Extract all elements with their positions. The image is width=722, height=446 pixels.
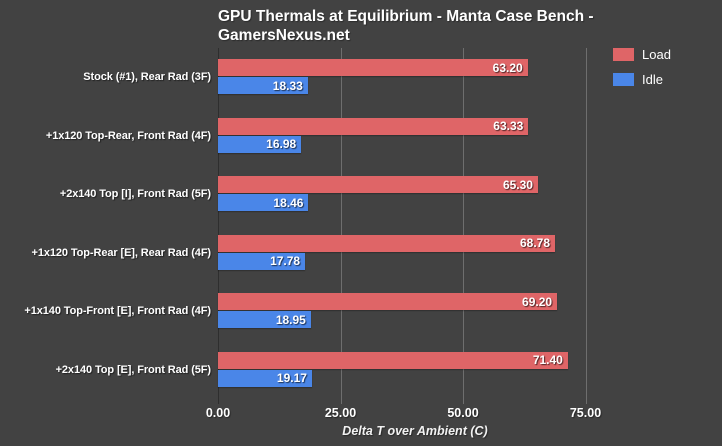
bar-value-label: 68.78: [519, 236, 551, 250]
bar-value-label: 65.30: [502, 177, 533, 192]
chart-title-line-2: GamersNexus.net: [218, 27, 350, 44]
legend-label-idle: Idle: [642, 72, 663, 87]
load-swatch-icon: [613, 48, 634, 61]
x-tick-label: 0.00: [205, 406, 231, 420]
bar-value-label: 18.33: [272, 78, 303, 93]
category-label: Stock (#1), Rear Rad (3F): [83, 71, 211, 84]
idle-bar: 18.46: [218, 194, 309, 211]
bars-container: 68.78 17.78: [218, 234, 708, 271]
idle-bar: 17.78: [218, 252, 306, 270]
bar-value-label: 19.17: [276, 371, 307, 385]
bar-value-label: 17.78: [270, 254, 301, 268]
idle-bar: 16.98: [218, 135, 302, 153]
bar-group: +1x140 Top-Front [E], Front Rad (4F) 69.2…: [0, 282, 722, 341]
bar-group: +1x120 Top-Rear, Front Rad (4F) 63.33 16.9…: [0, 107, 722, 166]
legend: Load Idle: [613, 47, 671, 87]
bar-groups: Stock (#1), Rear Rad (3F) 63.20 18.33 +1x12…: [0, 48, 722, 399]
bars-container: 63.33 16.98: [218, 117, 708, 154]
load-bar: 63.20: [218, 59, 528, 76]
x-tick-label: 50.00: [447, 406, 479, 420]
category-label: +1x140 Top-Front [E], Front Rad (4F): [24, 305, 211, 318]
bar-group: Stock (#1), Rear Rad (3F) 63.20 18.33: [0, 48, 722, 107]
chart-title: GPU Thermals at Equilibrium - Manta Case…: [218, 7, 594, 45]
bar-value-label: 16.98: [266, 137, 297, 151]
bar-group: +1x120 Top-Rear [E], Rear Rad (4F) 68.78 1…: [0, 224, 722, 283]
x-tick-label: 25.00: [324, 406, 357, 420]
bar-value-label: 71.40: [532, 353, 563, 367]
bar-value-label: 18.46: [273, 195, 304, 210]
bars-container: 63.20 18.33: [218, 59, 708, 95]
bar-value-label: 18.95: [275, 312, 306, 327]
gridline-25: [340, 48, 342, 404]
legend-item-idle: Idle: [613, 72, 671, 87]
load-bar: 63.33: [218, 117, 529, 135]
gridline-75: [585, 48, 587, 404]
idle-bar: 18.95: [218, 311, 311, 328]
category-label: +1x120 Top-Rear [E], Rear Rad (4F): [31, 246, 212, 259]
x-axis-title: Delta T over Ambient (C): [342, 424, 488, 438]
bar-value-label: 69.20: [522, 294, 553, 309]
idle-bar: 18.33: [218, 77, 308, 94]
bar-group: +2x140 Top [I], Front Rad (5F) 65.30 18.46: [0, 165, 722, 224]
bar-value-label: 63.33: [493, 119, 524, 133]
load-bar: 68.78: [218, 234, 556, 252]
bars-container: 69.20 18.95: [218, 293, 708, 329]
category-label: +2x140 Top [I], Front Rad (5F): [59, 188, 211, 201]
bar-group: +2x140 Top [E], Front Rad (5F) 71.40 19.17: [0, 341, 722, 400]
load-bar: 71.40: [218, 351, 568, 369]
plot-area: [218, 48, 708, 404]
category-label: +1x120 Top-Rear, Front Rad (4F): [45, 129, 211, 142]
bars-container: 65.30 18.46: [218, 176, 708, 212]
gridline-50: [463, 48, 464, 404]
chart-title-line-1: GPU Thermals at Equilibrium - Manta Case…: [218, 8, 594, 25]
legend-label-load: Load: [642, 47, 671, 62]
legend-item-load: Load: [613, 47, 671, 62]
idle-bar: 19.17: [218, 369, 312, 387]
bars-container: 71.40 19.17: [218, 351, 708, 388]
bar-value-label: 63.20: [492, 60, 523, 75]
x-tick-label: 75.00: [569, 406, 602, 420]
idle-swatch-icon: [613, 73, 634, 86]
load-bar: 69.20: [218, 293, 558, 310]
category-label: +2x140 Top [E], Front Rad (5F): [55, 363, 212, 376]
x-axis-ticks: 0.00 25.00 50.00 75.00: [206, 406, 708, 422]
y-axis-line: [218, 48, 219, 404]
load-bar: 65.30: [218, 176, 538, 193]
